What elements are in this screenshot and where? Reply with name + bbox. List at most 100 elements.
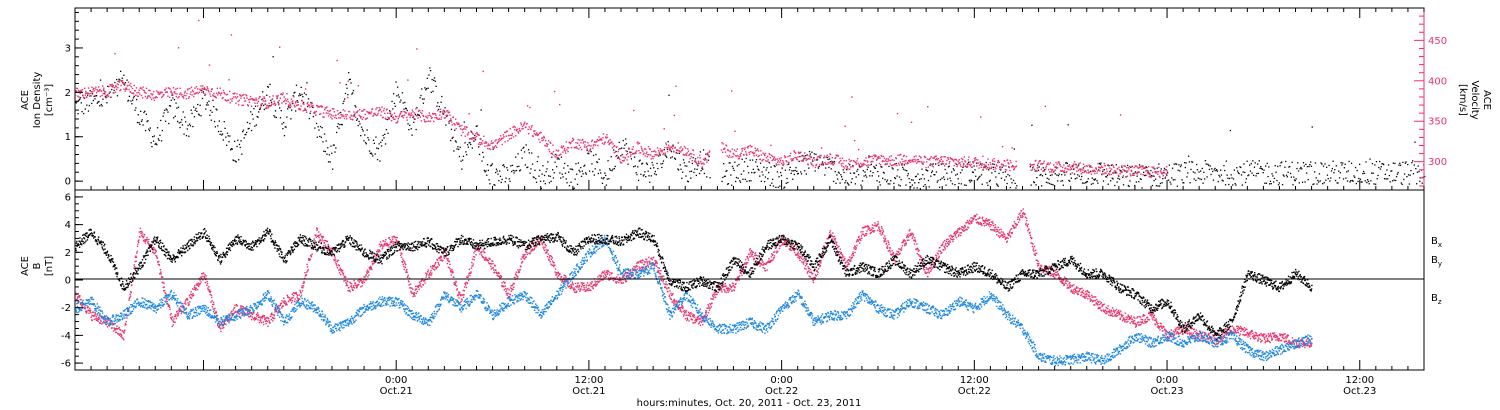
velocity-point <box>427 115 429 117</box>
density-point <box>1415 168 1417 170</box>
density-point <box>785 182 787 184</box>
velocity-point <box>347 80 349 82</box>
velocity-point <box>845 165 847 167</box>
velocity-point <box>389 110 392 113</box>
velocity-point <box>956 164 959 166</box>
density-point <box>685 175 687 177</box>
density-point <box>1243 163 1245 165</box>
density-point <box>1212 179 1215 181</box>
density-point <box>992 163 994 165</box>
velocity-point <box>886 163 888 165</box>
density-point <box>1204 178 1206 180</box>
density-point <box>103 89 105 91</box>
velocity-point <box>852 166 854 168</box>
density-point <box>254 105 257 107</box>
density-point <box>1064 174 1066 176</box>
density-point <box>795 167 797 169</box>
bz-point <box>128 299 130 301</box>
velocity-point <box>967 159 969 161</box>
bz-point <box>428 274 430 276</box>
bz-point <box>406 271 408 273</box>
velocity-point <box>621 154 623 156</box>
density-point <box>1157 185 1159 187</box>
density-point <box>123 74 125 76</box>
density-point <box>1156 167 1158 169</box>
density-point <box>184 116 186 118</box>
density-point <box>798 160 800 162</box>
density-point <box>1350 162 1353 164</box>
velocity-point <box>900 163 903 165</box>
velocity-point <box>247 105 249 107</box>
velocity-point <box>544 139 547 142</box>
velocity-point <box>881 155 883 158</box>
velocity-point <box>1153 166 1155 168</box>
bz-point <box>567 286 570 288</box>
velocity-point <box>937 157 940 160</box>
density-point <box>1220 169 1222 171</box>
density-point <box>1036 177 1038 179</box>
bz-point <box>146 236 148 239</box>
density-point <box>91 102 93 105</box>
velocity-point <box>1014 166 1017 168</box>
density-point <box>1238 172 1240 175</box>
velocity-point <box>254 102 256 104</box>
velocity-point <box>981 163 983 165</box>
velocity-point <box>522 127 524 130</box>
velocity-point <box>606 136 609 139</box>
density-point <box>577 162 579 164</box>
bz-point <box>515 271 517 273</box>
velocity-point <box>566 146 569 149</box>
bz-point <box>250 314 252 317</box>
bz-point <box>196 284 198 286</box>
density-point <box>775 186 777 188</box>
density-point <box>749 159 751 161</box>
velocity-point <box>231 98 234 100</box>
velocity-point <box>609 142 611 145</box>
velocity-point <box>945 163 948 165</box>
velocity-point <box>859 166 862 168</box>
bz-point <box>544 243 546 246</box>
velocity-point <box>270 104 272 106</box>
density-point <box>747 165 749 168</box>
bz-point <box>137 241 140 243</box>
bz-point <box>546 255 549 258</box>
velocity-point <box>375 108 377 110</box>
bz-point <box>310 256 313 258</box>
bz-point <box>395 236 397 239</box>
velocity-point <box>145 87 148 89</box>
density-point <box>610 156 612 158</box>
density-point <box>1081 175 1083 178</box>
velocity-point <box>310 103 312 105</box>
bz-point <box>193 288 195 291</box>
bz-point <box>338 272 341 274</box>
density-point <box>722 176 724 179</box>
velocity-point <box>448 111 451 113</box>
density-point <box>101 105 103 107</box>
density-point <box>1265 182 1268 184</box>
density-point <box>1212 170 1214 173</box>
bz-point <box>116 328 119 330</box>
bz-point <box>273 315 275 317</box>
velocity-point <box>643 152 645 154</box>
velocity-point <box>596 138 598 141</box>
bz-point <box>576 285 579 287</box>
velocity-point <box>684 147 687 149</box>
velocity-point <box>632 146 634 148</box>
density-point <box>874 167 876 169</box>
density-point <box>274 116 276 118</box>
velocity-point <box>242 104 244 106</box>
bz-point <box>462 296 465 299</box>
velocity-point <box>75 94 77 97</box>
velocity-point <box>1109 169 1112 172</box>
velocity-point <box>613 151 615 154</box>
density-point <box>1332 160 1334 162</box>
velocity-point <box>669 148 672 150</box>
velocity-point <box>768 161 770 163</box>
velocity-point <box>490 142 492 145</box>
velocity-point <box>368 112 370 115</box>
density-point <box>1109 171 1111 173</box>
velocity-point <box>830 163 832 165</box>
density-point <box>391 100 393 103</box>
density-point <box>135 107 137 109</box>
velocity-point <box>225 99 227 102</box>
